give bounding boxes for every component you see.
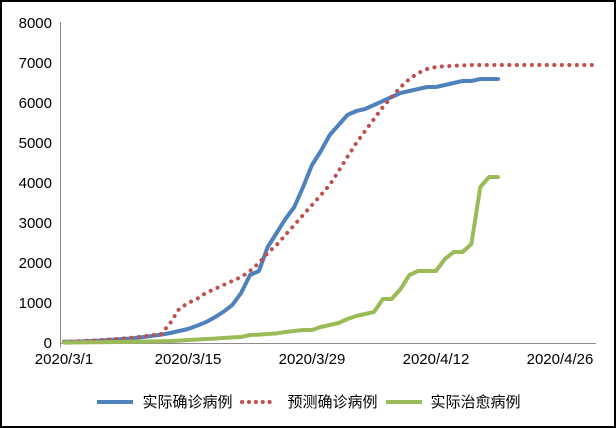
x-tick-label: 2020/3/1 (35, 351, 93, 368)
legend-item-actual-confirmed: 实际确诊病例 (95, 391, 232, 412)
y-tick-label: 7000 (19, 55, 52, 72)
y-tick-label: 5000 (19, 135, 52, 152)
legend-line-sample-solid (97, 399, 134, 404)
y-tick-label: 3000 (19, 215, 52, 232)
axes (60, 22, 596, 348)
x-tick-label: 2020/4/12 (403, 351, 470, 368)
legend-label-actual-confirmed: 实际确诊病例 (142, 394, 233, 411)
legend-item-predicted-confirmed: 预测确诊病例 (238, 391, 378, 412)
y-tick-label: 8000 (19, 15, 52, 32)
x-axis-tick-labels: 2020/3/1 2020/3/15 2020/3/29 2020/4/12 2020/… (35, 351, 594, 368)
series-line-1 (62, 63, 598, 344)
legend-label-actual-cured: 实际治愈病例 (430, 394, 521, 411)
legend-line-sample-dotted (240, 399, 279, 404)
legend-item-actual-cured: 实际治愈病例 (384, 391, 521, 412)
y-tick-label: 0 (44, 335, 52, 352)
series-line-0 (62, 77, 500, 344)
series-line-2 (62, 175, 500, 345)
x-tick-label: 2020/3/29 (279, 351, 346, 368)
y-tick-label: 4000 (19, 175, 52, 192)
data-series (62, 63, 598, 345)
y-tick-label: 2000 (19, 255, 52, 272)
x-tick-label: 2020/4/26 (527, 351, 594, 368)
y-axis-tick-labels: 0 1000 2000 3000 4000 5000 6000 7000 8000 (19, 15, 52, 352)
x-tick-label: 2020/3/15 (155, 351, 222, 368)
y-tick-label: 1000 (19, 295, 52, 312)
legend-line-sample-solid-green (385, 399, 422, 404)
chart-legend: 实际确诊病例 预测确诊病例 实际治愈病例 (2, 391, 614, 412)
y-tick-label: 6000 (19, 95, 52, 112)
legend-label-predicted-confirmed: 预测确诊病例 (287, 394, 378, 411)
